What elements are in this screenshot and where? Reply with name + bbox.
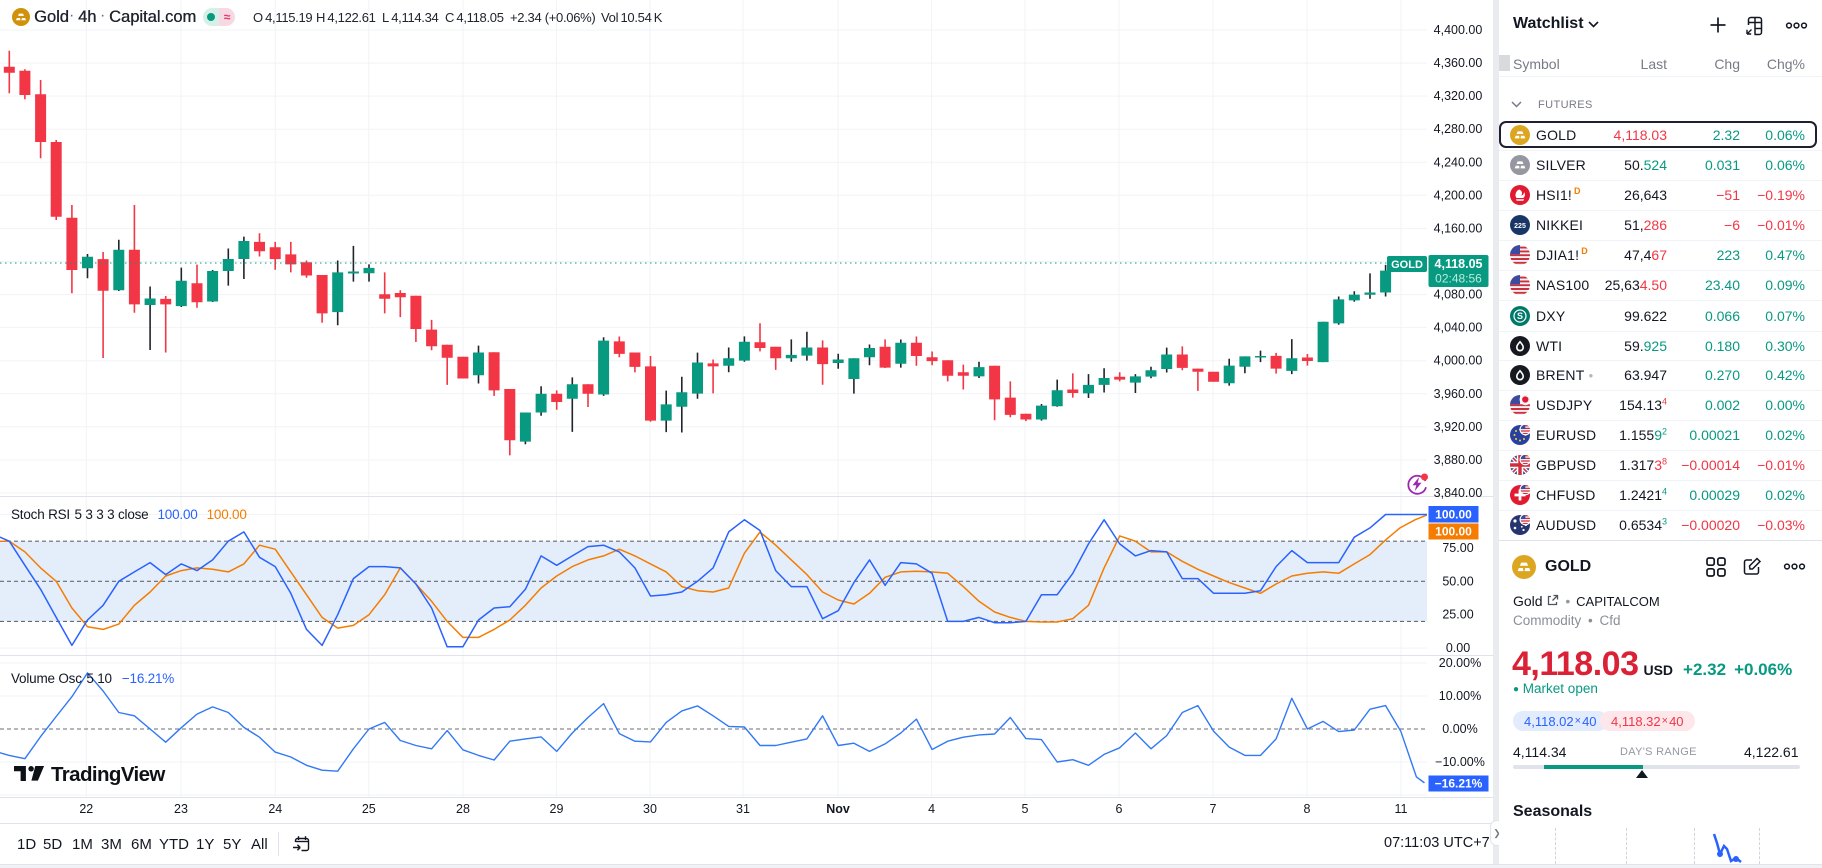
svg-text:7: 7 bbox=[1210, 802, 1217, 816]
svg-text:50.00: 50.00 bbox=[1442, 574, 1473, 588]
svg-text:75.00: 75.00 bbox=[1442, 541, 1473, 555]
svg-text:6: 6 bbox=[1116, 802, 1123, 816]
svg-text:11: 11 bbox=[1395, 802, 1408, 816]
svg-text:25.00: 25.00 bbox=[1442, 608, 1473, 622]
svg-text:−10.00%: −10.00% bbox=[1435, 755, 1485, 769]
svg-text:225: 225 bbox=[1514, 223, 1526, 230]
svg-text:25: 25 bbox=[362, 802, 376, 816]
svg-text:S: S bbox=[1517, 311, 1523, 321]
svg-text:3,840.00: 3,840.00 bbox=[1434, 486, 1483, 500]
svg-text:4,000.00: 4,000.00 bbox=[1434, 354, 1483, 368]
svg-text:4,160.00: 4,160.00 bbox=[1434, 221, 1483, 235]
svg-text:4,280.00: 4,280.00 bbox=[1434, 122, 1483, 136]
svg-text:Nov: Nov bbox=[826, 802, 850, 816]
svg-text:GOLD: GOLD bbox=[1391, 259, 1423, 271]
svg-text:30: 30 bbox=[643, 802, 657, 816]
svg-text:4,040.00: 4,040.00 bbox=[1434, 321, 1483, 335]
svg-text:02:48:56: 02:48:56 bbox=[1435, 272, 1482, 286]
svg-text:3,920.00: 3,920.00 bbox=[1434, 420, 1483, 434]
svg-text:4,360.00: 4,360.00 bbox=[1434, 56, 1483, 70]
svg-text:8: 8 bbox=[1304, 802, 1311, 816]
svg-text:4,118.05: 4,118.05 bbox=[1435, 257, 1483, 271]
svg-text:28: 28 bbox=[456, 802, 470, 816]
svg-text:4,200.00: 4,200.00 bbox=[1434, 188, 1483, 202]
svg-text:5: 5 bbox=[1022, 802, 1029, 816]
svg-text:29: 29 bbox=[550, 802, 564, 816]
svg-text:10.00%: 10.00% bbox=[1439, 689, 1481, 703]
svg-text:4: 4 bbox=[928, 802, 935, 816]
svg-text:100.00: 100.00 bbox=[1435, 525, 1472, 539]
svg-text:24: 24 bbox=[268, 802, 282, 816]
svg-text:4,320.00: 4,320.00 bbox=[1434, 89, 1483, 103]
svg-text:23: 23 bbox=[174, 802, 188, 816]
svg-text:31: 31 bbox=[736, 802, 750, 816]
svg-text:100.00: 100.00 bbox=[1435, 508, 1472, 522]
svg-text:4,080.00: 4,080.00 bbox=[1434, 288, 1483, 302]
svg-text:−16.21%: −16.21% bbox=[1435, 777, 1483, 791]
svg-text:3,960.00: 3,960.00 bbox=[1434, 387, 1483, 401]
svg-text:4,400.00: 4,400.00 bbox=[1434, 23, 1483, 37]
svg-text:3,880.00: 3,880.00 bbox=[1434, 453, 1483, 467]
svg-text:0.00%: 0.00% bbox=[1442, 722, 1477, 736]
svg-text:0.00: 0.00 bbox=[1446, 641, 1470, 655]
svg-text:22: 22 bbox=[79, 802, 93, 816]
svg-text:20.00%: 20.00% bbox=[1439, 656, 1481, 670]
svg-text:4,240.00: 4,240.00 bbox=[1434, 155, 1483, 169]
